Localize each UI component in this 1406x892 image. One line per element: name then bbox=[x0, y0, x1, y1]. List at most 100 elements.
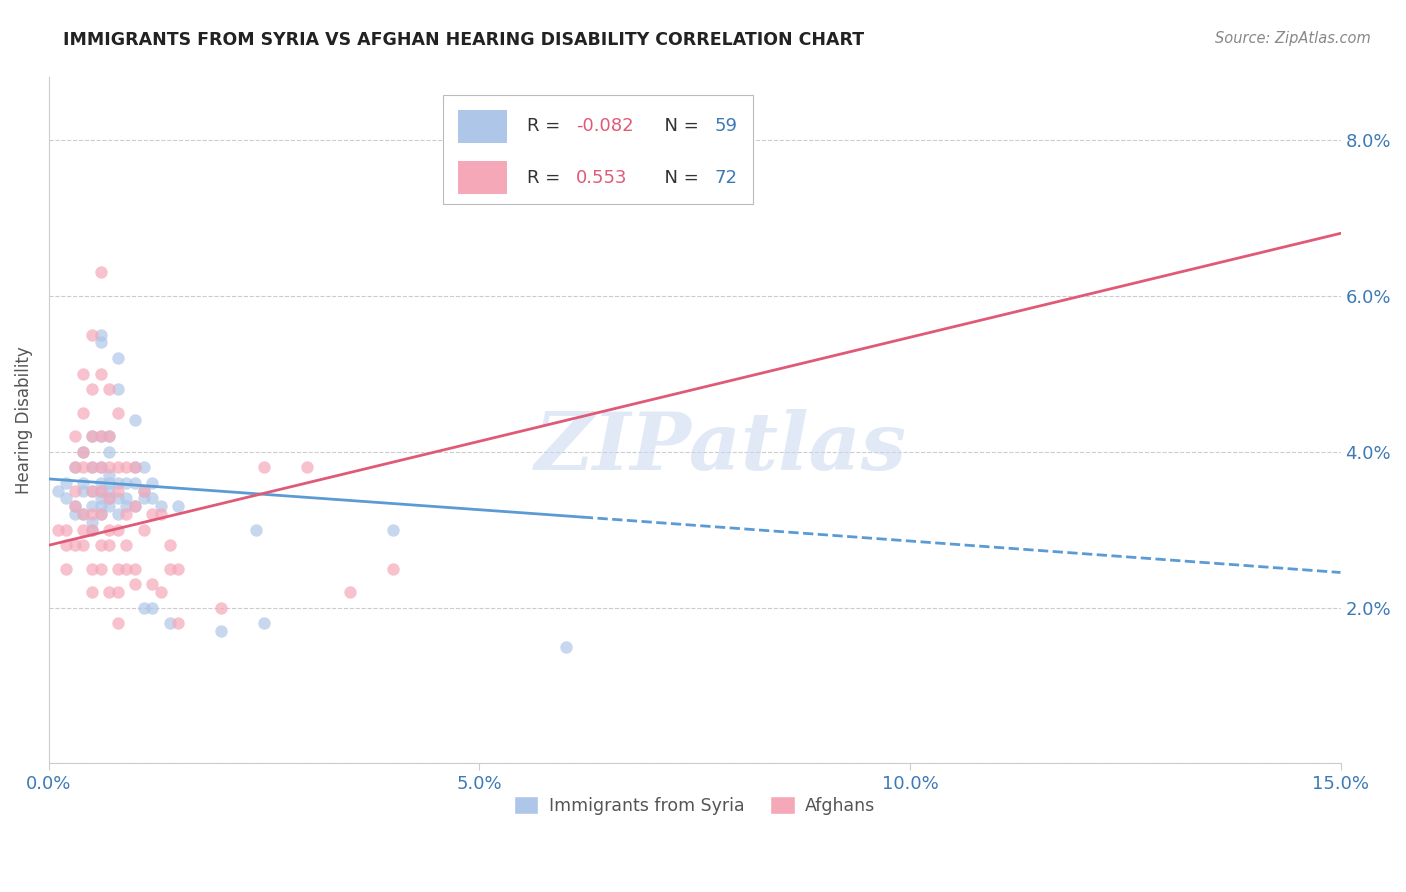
Point bbox=[80, 327, 103, 342]
Point bbox=[90, 429, 112, 443]
Point bbox=[80, 523, 103, 537]
Text: ZIPatlas: ZIPatlas bbox=[534, 409, 907, 487]
Text: R =: R = bbox=[527, 117, 565, 136]
Point bbox=[72, 538, 94, 552]
Point bbox=[115, 500, 138, 514]
Point bbox=[90, 265, 112, 279]
Point bbox=[107, 507, 129, 521]
Point bbox=[149, 585, 172, 599]
Text: R =: R = bbox=[527, 169, 572, 186]
Point bbox=[159, 616, 181, 631]
Point bbox=[132, 460, 155, 475]
Point bbox=[124, 500, 146, 514]
Point bbox=[159, 538, 181, 552]
Point bbox=[98, 491, 121, 506]
Point bbox=[63, 507, 86, 521]
Point bbox=[141, 507, 163, 521]
Point bbox=[115, 561, 138, 575]
Point bbox=[72, 507, 94, 521]
Text: 0.553: 0.553 bbox=[576, 169, 627, 186]
Point bbox=[80, 429, 103, 443]
Point bbox=[72, 475, 94, 490]
Text: N =: N = bbox=[654, 117, 704, 136]
Point bbox=[159, 561, 181, 575]
Point bbox=[98, 382, 121, 396]
Point bbox=[90, 335, 112, 350]
Point bbox=[63, 500, 86, 514]
Point bbox=[149, 507, 172, 521]
Point bbox=[90, 507, 112, 521]
Point bbox=[55, 523, 77, 537]
Point bbox=[72, 483, 94, 498]
Point bbox=[90, 507, 112, 521]
Point bbox=[124, 577, 146, 591]
Point bbox=[80, 460, 103, 475]
Point bbox=[107, 616, 129, 631]
Point bbox=[141, 475, 163, 490]
Point bbox=[641, 171, 664, 186]
Point bbox=[72, 460, 94, 475]
Point bbox=[80, 483, 103, 498]
Point bbox=[63, 538, 86, 552]
Text: IMMIGRANTS FROM SYRIA VS AFGHAN HEARING DISABILITY CORRELATION CHART: IMMIGRANTS FROM SYRIA VS AFGHAN HEARING … bbox=[63, 31, 865, 49]
Point bbox=[98, 429, 121, 443]
Point bbox=[90, 491, 112, 506]
Point bbox=[132, 523, 155, 537]
FancyBboxPatch shape bbox=[458, 161, 508, 194]
Point bbox=[124, 460, 146, 475]
Point bbox=[167, 500, 190, 514]
Point bbox=[98, 523, 121, 537]
Point bbox=[90, 561, 112, 575]
Point bbox=[90, 460, 112, 475]
Point bbox=[98, 460, 121, 475]
Point bbox=[149, 500, 172, 514]
Point bbox=[98, 500, 121, 514]
Point bbox=[72, 507, 94, 521]
Point bbox=[124, 500, 146, 514]
Point bbox=[80, 585, 103, 599]
FancyBboxPatch shape bbox=[443, 95, 752, 204]
Point bbox=[98, 483, 121, 498]
Point bbox=[132, 483, 155, 498]
Point bbox=[80, 561, 103, 575]
Point bbox=[107, 523, 129, 537]
Point bbox=[107, 483, 129, 498]
Point bbox=[98, 585, 121, 599]
FancyBboxPatch shape bbox=[458, 110, 508, 143]
Point bbox=[63, 500, 86, 514]
Point bbox=[297, 460, 319, 475]
Point bbox=[98, 444, 121, 458]
Point bbox=[141, 600, 163, 615]
Point bbox=[63, 460, 86, 475]
Point bbox=[80, 507, 103, 521]
Point bbox=[107, 491, 129, 506]
Text: -0.082: -0.082 bbox=[576, 117, 634, 136]
Point bbox=[72, 444, 94, 458]
Text: N =: N = bbox=[654, 169, 704, 186]
Point bbox=[46, 523, 69, 537]
Text: Source: ZipAtlas.com: Source: ZipAtlas.com bbox=[1215, 31, 1371, 46]
Point bbox=[98, 429, 121, 443]
Point bbox=[90, 483, 112, 498]
Point bbox=[115, 475, 138, 490]
Point bbox=[98, 491, 121, 506]
Point bbox=[132, 600, 155, 615]
Point bbox=[63, 429, 86, 443]
Point bbox=[72, 523, 94, 537]
Point bbox=[80, 483, 103, 498]
Point bbox=[253, 460, 276, 475]
Point bbox=[253, 616, 276, 631]
Point bbox=[124, 413, 146, 427]
Point bbox=[80, 382, 103, 396]
Point bbox=[98, 475, 121, 490]
Point bbox=[80, 523, 103, 537]
Point bbox=[132, 483, 155, 498]
Text: 59: 59 bbox=[714, 117, 737, 136]
Point bbox=[209, 600, 232, 615]
Point bbox=[55, 561, 77, 575]
Point bbox=[115, 507, 138, 521]
Point bbox=[90, 460, 112, 475]
Point bbox=[80, 515, 103, 529]
Point bbox=[132, 491, 155, 506]
Point bbox=[98, 538, 121, 552]
